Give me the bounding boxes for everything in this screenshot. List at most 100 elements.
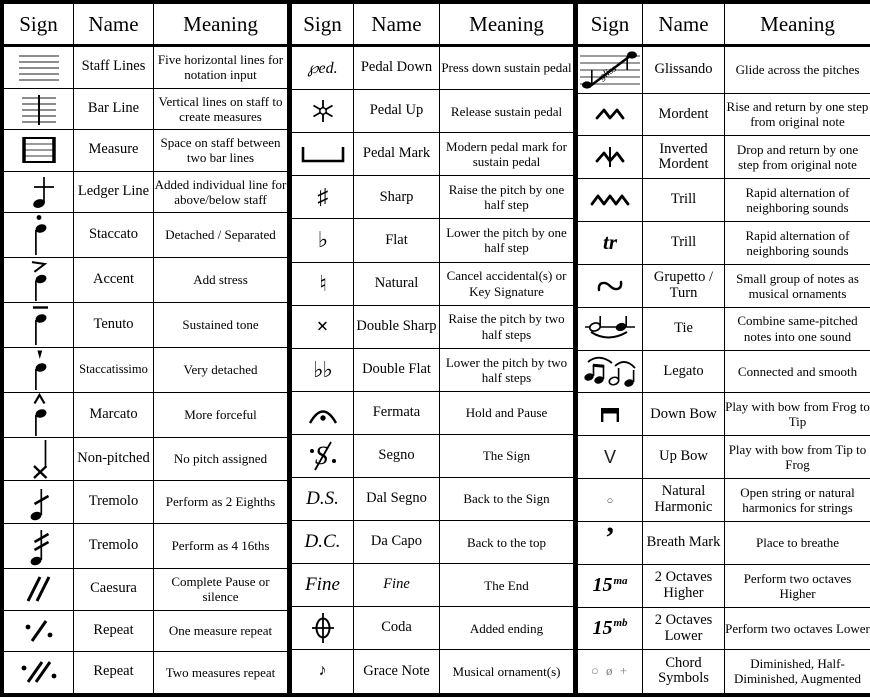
name-cell: Mordent bbox=[642, 92, 725, 137]
table-row: ○ Natural Harmonic Open string or natural … bbox=[577, 478, 870, 522]
sign-cell bbox=[3, 523, 74, 569]
table-row: ♭♭ Double Flat Lower the pitch by two half… bbox=[291, 347, 574, 392]
name-cell: Measure bbox=[73, 129, 154, 172]
name-cell: Natural Harmonic bbox=[642, 478, 725, 522]
table-row: 15mb 2 Octaves Lower Perform two octaves L… bbox=[577, 606, 870, 651]
sign-cell bbox=[577, 178, 643, 223]
sign-cell bbox=[577, 392, 643, 437]
sign-cell bbox=[3, 257, 74, 303]
sharp-icon: ♯ bbox=[317, 184, 329, 210]
meaning-cell: Diminished, Half-Diminished, Augmented bbox=[724, 649, 870, 694]
meaning-cell: Rapid alternation of neighboring sounds bbox=[724, 221, 870, 265]
table-row: Accent Add stress bbox=[3, 257, 288, 303]
coda-icon bbox=[293, 611, 353, 645]
meaning-cell: Perform as 2 Eighths bbox=[153, 480, 288, 524]
meaning-cell: Five horizontal lines for notation input bbox=[153, 45, 288, 89]
table-row: Measure Space on staff between two bar li… bbox=[3, 129, 288, 172]
table-row: 15ma 2 Octaves Higher Perform two octaves … bbox=[577, 563, 870, 608]
caesura-icon bbox=[5, 575, 73, 603]
name-cell: 2 Octaves Lower bbox=[642, 606, 725, 651]
name-cell: Segno bbox=[353, 433, 440, 478]
name-cell: Breath Mark bbox=[642, 520, 725, 565]
sign-cell bbox=[3, 651, 74, 694]
table-row: D.S. Dal Segno Back to the Sign bbox=[291, 476, 574, 522]
table-row: Repeat Two measures repeat bbox=[3, 651, 288, 694]
meaning-cell: Modern pedal mark for sustain pedal bbox=[439, 132, 574, 177]
name-cell: Natural bbox=[353, 261, 440, 306]
name-cell: Trill bbox=[642, 178, 725, 223]
sign-cell: S bbox=[291, 433, 354, 478]
name-cell: Down Bow bbox=[642, 392, 725, 437]
meaning-cell: Perform two octaves Higher bbox=[724, 563, 870, 608]
sign-cell: D.C. bbox=[291, 520, 354, 565]
table-row: Tremolo Perform as 2 Eighths bbox=[3, 480, 288, 524]
sign-cell bbox=[3, 212, 74, 258]
double-flat-icon: ♭♭ bbox=[313, 356, 333, 382]
meaning-cell: Vertical lines on staff to create measur… bbox=[153, 87, 288, 130]
dal-segno-text: D.S. bbox=[306, 488, 339, 510]
table-row: Inverted Mordent Drop and return by one s… bbox=[577, 135, 870, 180]
flat-icon: ♭ bbox=[317, 227, 328, 253]
name-cell: Pedal Up bbox=[353, 89, 440, 134]
trill-wave-icon bbox=[579, 192, 642, 208]
name-cell: Grupetto / Turn bbox=[642, 263, 725, 308]
meaning-cell: Press down sustain pedal bbox=[439, 44, 574, 91]
sign-cell bbox=[291, 132, 354, 177]
name-cell: Tremolo bbox=[73, 480, 154, 524]
name-cell: Repeat bbox=[73, 609, 154, 652]
sign-cell bbox=[291, 89, 354, 134]
column-header-meaning: Meaning bbox=[153, 3, 288, 47]
pedal-up-icon bbox=[293, 98, 353, 124]
sign-cell: ○ bbox=[577, 478, 643, 522]
name-cell: Flat bbox=[353, 218, 440, 263]
sign-cell: Fine bbox=[291, 563, 354, 608]
meaning-cell: Back to the top bbox=[439, 520, 574, 565]
name-cell: Coda bbox=[353, 606, 440, 651]
name-cell: Glissando bbox=[642, 45, 725, 94]
meaning-cell: Perform as 4 16ths bbox=[153, 523, 288, 569]
symbol-table-group-1: Sign Name Meaning Staff Lines Five horizonta… bbox=[3, 3, 288, 694]
meaning-cell: The End bbox=[439, 563, 574, 608]
sign-cell: ’ bbox=[577, 520, 643, 565]
up-bow-icon: V bbox=[603, 446, 616, 467]
sign-cell: gliss bbox=[577, 45, 643, 94]
table-row: gliss Glissando Glide across the pitches bbox=[577, 45, 870, 94]
sign-cell: ♮ bbox=[291, 261, 354, 306]
name-cell: Pedal Down bbox=[353, 44, 440, 91]
sign-cell bbox=[3, 87, 74, 130]
sign-cell: × bbox=[291, 304, 354, 349]
meaning-cell: Glide across the pitches bbox=[724, 45, 870, 94]
trill-tr-text: tr bbox=[602, 230, 617, 255]
staff-lines-icon bbox=[5, 52, 73, 82]
inverted-mordent-icon bbox=[579, 146, 642, 168]
meaning-cell: Hold and Pause bbox=[439, 390, 574, 435]
octave-suffix: ma bbox=[613, 574, 628, 587]
table-row: ♮ Natural Cancel accidental(s) or Key Sign… bbox=[291, 261, 574, 306]
table-row: Trill Rapid alternation of neighboring so… bbox=[577, 178, 870, 223]
natural-harmonic-icon: ○ bbox=[606, 495, 614, 508]
meaning-cell: Release sustain pedal bbox=[439, 89, 574, 134]
sign-cell bbox=[3, 480, 74, 524]
sign-cell bbox=[577, 263, 643, 308]
name-cell: Caesura bbox=[73, 568, 154, 611]
table-row: V Up Bow Play with bow from Tip to Frog bbox=[577, 435, 870, 480]
meaning-cell: Combine same-pitched notes into one soun… bbox=[724, 306, 870, 351]
name-cell: Grace Note bbox=[353, 649, 440, 694]
sign-cell: ○ ø + bbox=[577, 649, 643, 694]
meaning-cell: Drop and return by one step from origina… bbox=[724, 135, 870, 180]
non-pitched-note-icon bbox=[5, 439, 73, 480]
grace-note-icon: ♪ bbox=[318, 662, 327, 680]
table-row: ♯ Sharp Raise the pitch by one half step bbox=[291, 175, 574, 220]
name-cell: 2 Octaves Higher bbox=[642, 563, 725, 608]
meaning-cell: Small group of notes as musical ornament… bbox=[724, 263, 870, 308]
pedal-down-icon: ℘ed. bbox=[307, 60, 338, 78]
name-cell: Staff Lines bbox=[73, 45, 154, 89]
column-header-sign: Sign bbox=[291, 3, 354, 47]
sign-cell bbox=[577, 306, 643, 351]
two-octaves-higher-text: 15ma bbox=[592, 574, 628, 597]
meaning-cell: Added ending bbox=[439, 606, 574, 651]
sign-cell bbox=[3, 129, 74, 172]
meaning-cell: Rise and return by one step from origina… bbox=[724, 92, 870, 137]
name-cell: Pedal Mark bbox=[353, 132, 440, 177]
